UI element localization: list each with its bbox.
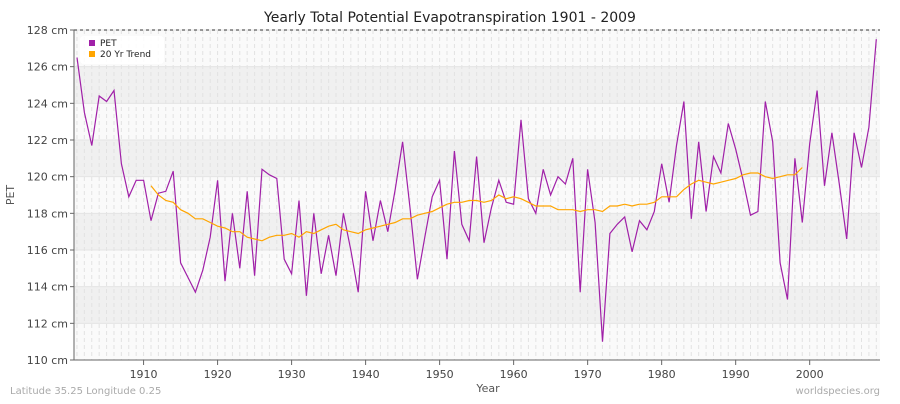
x-tick-label: 1930: [278, 368, 306, 381]
grid-lines: [74, 29, 880, 361]
y-tick-label: 120 cm: [27, 171, 68, 184]
y-tick-label: 124 cm: [27, 97, 68, 110]
x-tick-label: 1940: [352, 368, 380, 381]
trend-series-line: [150, 167, 803, 242]
chart-title: Yearly Total Potential Evapotranspiratio…: [263, 10, 636, 26]
location-label: Latitude 35.25 Longitude 0.25: [10, 386, 161, 397]
y-tick-label: 128 cm: [27, 24, 68, 37]
y-tick-label: 122 cm: [27, 134, 68, 147]
y-tick-label: 116 cm: [27, 244, 68, 257]
y-tick-label: 114 cm: [27, 281, 68, 294]
x-tick-label: 1950: [426, 368, 454, 381]
legend-label-trend: 20 Yr Trend: [100, 50, 151, 60]
x-tick-label: 1960: [500, 368, 528, 381]
legend-swatch-trend: [89, 51, 95, 57]
legend-box: [80, 36, 164, 64]
y-tick-label: 118 cm: [27, 207, 68, 220]
y-tick-label: 126 cm: [27, 61, 68, 74]
axes: 110 cm 112 cm 114 cm 116 cm 118 cm 120 cm 122 …: [27, 24, 880, 381]
source-label: worldspecies.org: [796, 386, 880, 397]
x-axis-label: Year: [475, 382, 500, 395]
x-tick-label: 1910: [130, 368, 158, 381]
x-tick-label: 1920: [204, 368, 232, 381]
legend-swatch-pet: [89, 40, 95, 46]
legend: PET 20 Yr Trend: [80, 36, 164, 64]
x-tick-label: 1980: [648, 368, 676, 381]
y-tick-label: 110 cm: [27, 354, 68, 367]
x-tick-label: 1970: [574, 368, 602, 381]
pet-series-line: [76, 39, 877, 342]
x-tick-label: 2000: [796, 368, 824, 381]
legend-label-pet: PET: [100, 39, 117, 49]
y-axis-label: PET: [4, 185, 17, 206]
x-tick-label: 1990: [722, 368, 750, 381]
y-tick-label: 112 cm: [27, 317, 68, 330]
series-lines: [76, 39, 877, 342]
